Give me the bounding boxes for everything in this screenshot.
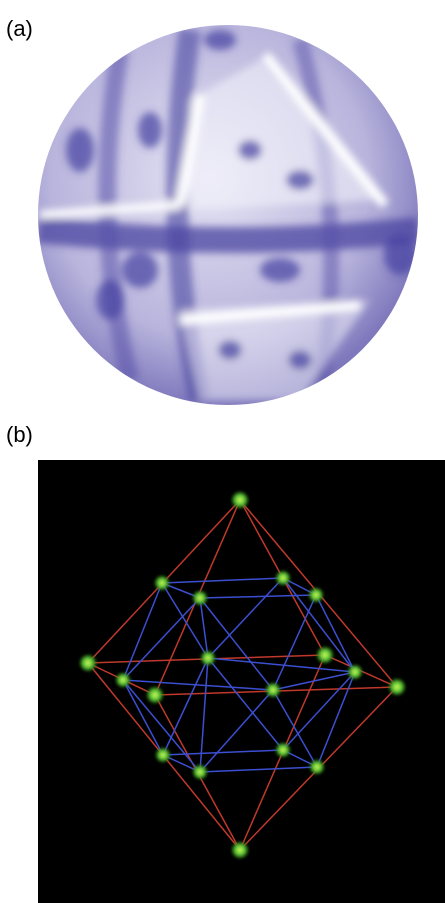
panel-label: (b) [6, 422, 33, 447]
node [389, 679, 405, 695]
node [193, 765, 207, 779]
node [276, 571, 290, 585]
node [155, 576, 169, 590]
node [348, 665, 362, 679]
figure: (a) (b) [0, 0, 445, 903]
page: (a) (b) [0, 0, 445, 903]
node [116, 673, 130, 687]
node [232, 492, 248, 508]
panel-label: (a) [6, 16, 33, 41]
node [80, 655, 96, 671]
node [317, 647, 333, 663]
node [201, 651, 215, 665]
sphere [38, 25, 418, 405]
node [266, 683, 280, 697]
node [193, 591, 207, 605]
node [232, 842, 248, 858]
node [156, 748, 170, 762]
node [309, 588, 323, 602]
node [276, 743, 290, 757]
node [147, 687, 163, 703]
node [310, 760, 324, 774]
